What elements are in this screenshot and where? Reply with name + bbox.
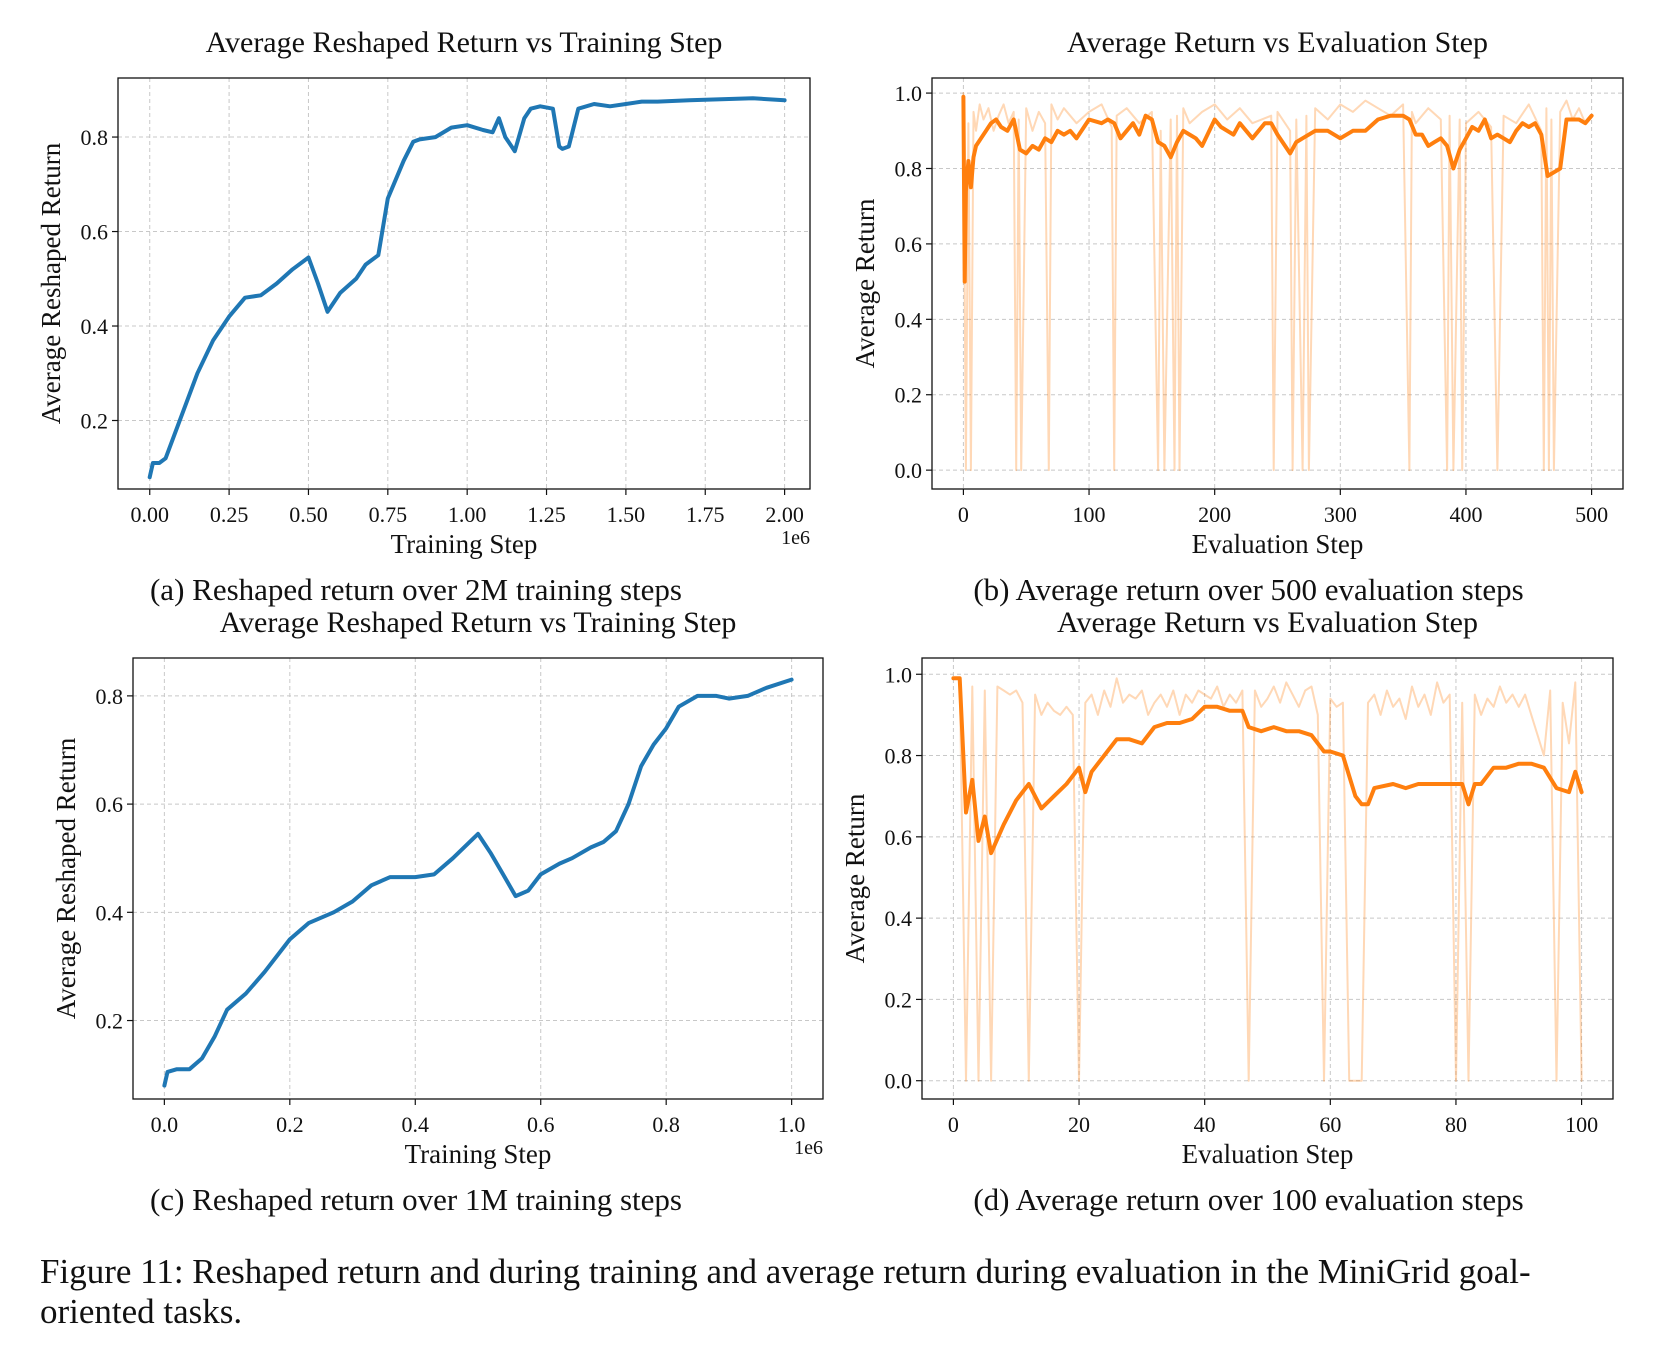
chart-a-x-offset-text: 1e6 (781, 527, 810, 549)
chart-d-ytick-label-4: 0.8 (885, 744, 913, 769)
chart-b-frame (931, 77, 1624, 490)
chart-b-title: Average Return vs Evaluation Step (1067, 26, 1488, 59)
chart-b: 0 100 200 300 400 500 0.0 0.2 0.4 0.6 0.8 1.0 Averag… (850, 26, 1624, 559)
chart-a-ylabel: Average Reshaped Return (36, 142, 66, 424)
chart-a-ytick-label-3: 0.8 (81, 125, 109, 150)
chart-a-xtick-label-4: 1.00 (448, 502, 487, 527)
chart-c-xtick-label-1: 0.2 (276, 1112, 304, 1137)
chart-b-ytick-label-1: 0.2 (895, 383, 923, 408)
chart-d-ytick-label-5: 1.0 (885, 662, 913, 687)
chart-b-ytick-label-5: 1.0 (895, 81, 923, 106)
chart-d-raw-line (952, 677, 1583, 1082)
chart-d: 0 20 40 60 80 100 0.0 0.2 0.4 0.6 0.8 1.0 Average Re… (840, 610, 1614, 1169)
chart-b-xtick-label-1: 100 (1073, 502, 1106, 527)
chart-c-xtick-label-0: 0.0 (151, 1112, 179, 1137)
chart-a-frame (117, 77, 811, 490)
chart-a-ytick-label-2: 0.6 (81, 220, 109, 245)
chart-b-xtick-label-2: 200 (1198, 502, 1231, 527)
chart-a-xtick-label-6: 1.50 (607, 502, 646, 527)
chart-a: 0.00 0.25 0.50 0.75 1.00 1.25 1.50 1.75 2.00 0.2 0… (36, 26, 811, 559)
chart-b-ylabel: Average Return (850, 198, 880, 368)
chart-d-frame (921, 657, 1614, 1100)
chart-b-ytick-label-2: 0.4 (895, 307, 923, 332)
subcaption-d: (d) Average return over 100 evaluation s… (973, 1182, 1524, 1217)
subcaption-a: (a) Reshaped return over 2M training ste… (149, 572, 682, 607)
chart-d-ytick-label-0: 0.0 (885, 1069, 913, 1094)
chart-d-xtick-label-5: 100 (1565, 1112, 1598, 1137)
chart-d-title: Average Return vs Evaluation Step (1057, 610, 1478, 639)
chart-a-xlabel: Training Step (391, 529, 538, 559)
chart-c-ytick-label-0: 0.2 (96, 1009, 124, 1034)
chart-c-frame (132, 657, 824, 1100)
chart-b-ytick-label-3: 0.6 (895, 232, 923, 257)
chart-b-xtick-label-4: 400 (1449, 502, 1482, 527)
chart-c-xtick-label-5: 1.0 (778, 1112, 806, 1137)
chart-c-ytick-label-1: 0.4 (96, 900, 124, 925)
subcaption-b: (b) Average return over 500 evaluation s… (973, 572, 1524, 607)
chart-d-xtick-label-2: 40 (1194, 1112, 1216, 1137)
chart-d-smoothed-line (951, 676, 1584, 856)
chart-b-xlabel: Evaluation Step (1192, 529, 1364, 559)
chart-d-xtick-label-4: 80 (1445, 1112, 1467, 1137)
chart-d-ytick-label-1: 0.2 (885, 987, 913, 1012)
chart-b-ytick-label-0: 0.0 (895, 458, 923, 483)
chart-a-xtick-label-5: 1.25 (527, 502, 566, 527)
chart-c-xtick-label-3: 0.6 (527, 1112, 555, 1137)
panel-a: 0.00 0.25 0.50 0.75 1.00 1.25 1.50 1.75 2.00 0.2 0… (0, 0, 832, 610)
chart-c-ytick-label-2: 0.6 (96, 792, 124, 817)
subcaption-c: (c) Reshaped return over 1M training ste… (149, 1182, 682, 1217)
figure-caption: Figure 11: Reshaped return and during tr… (40, 1252, 1531, 1331)
panel-c: 0.0 0.2 0.4 0.6 0.8 1.0 0.2 0.4 0.6 0.8 Average Re… (0, 610, 832, 1220)
chart-a-xtick-label-0: 0.00 (130, 502, 169, 527)
chart-a-ytick-label-0: 0.2 (81, 409, 109, 434)
chart-a-xtick-label-8: 2.00 (765, 502, 804, 527)
chart-c-ylabel: Average Reshaped Return (51, 737, 81, 1019)
chart-b-raw-line (962, 92, 1593, 472)
chart-c-title: Average Reshaped Return vs Training Step (220, 610, 737, 639)
chart-c-smoothed-line (162, 677, 794, 1088)
chart-c-xtick-label-4: 0.8 (652, 1112, 680, 1137)
chart-c-xlabel: Training Step (405, 1139, 552, 1169)
chart-a-xtick-label-1: 0.25 (210, 502, 249, 527)
chart-a-xtick-label-3: 0.75 (369, 502, 408, 527)
chart-c-ytick-label-3: 0.8 (96, 684, 124, 709)
chart-d-xtick-label-1: 20 (1068, 1112, 1090, 1137)
chart-a-xtick-label-2: 0.50 (289, 502, 328, 527)
panel-b: 0 100 200 300 400 500 0.0 0.2 0.4 0.6 0.8 1.0 Averag… (832, 0, 1665, 610)
chart-b-xtick-label-3: 300 (1324, 502, 1357, 527)
chart-b-ytick-label-4: 0.8 (895, 156, 923, 181)
chart-d-xtick-label-0: 0 (948, 1112, 959, 1137)
chart-b-xtick-label-5: 500 (1575, 502, 1608, 527)
chart-d-xtick-label-3: 60 (1319, 1112, 1341, 1137)
chart-b-smoothed-line (961, 94, 1594, 284)
chart-d-xlabel: Evaluation Step (1182, 1139, 1354, 1169)
chart-d-ytick-label-3: 0.6 (885, 825, 913, 850)
chart-c-x-offset-text: 1e6 (794, 1137, 823, 1159)
chart-a-ytick-label-1: 0.4 (81, 314, 109, 339)
chart-d-ylabel: Average Return (840, 793, 870, 963)
chart-c-xtick-label-2: 0.4 (402, 1112, 430, 1137)
chart-d-ytick-label-2: 0.4 (885, 906, 913, 931)
chart-c: 0.0 0.2 0.4 0.6 0.8 1.0 0.2 0.4 0.6 0.8 Average Re… (51, 610, 824, 1169)
chart-a-smoothed-line (147, 96, 787, 480)
chart-a-xtick-label-7: 1.75 (686, 502, 725, 527)
panel-d: 0 20 40 60 80 100 0.0 0.2 0.4 0.6 0.8 1.0 Average Re… (832, 610, 1665, 1220)
chart-a-title: Average Reshaped Return vs Training Step (206, 26, 723, 59)
chart-b-xtick-label-0: 0 (958, 502, 969, 527)
